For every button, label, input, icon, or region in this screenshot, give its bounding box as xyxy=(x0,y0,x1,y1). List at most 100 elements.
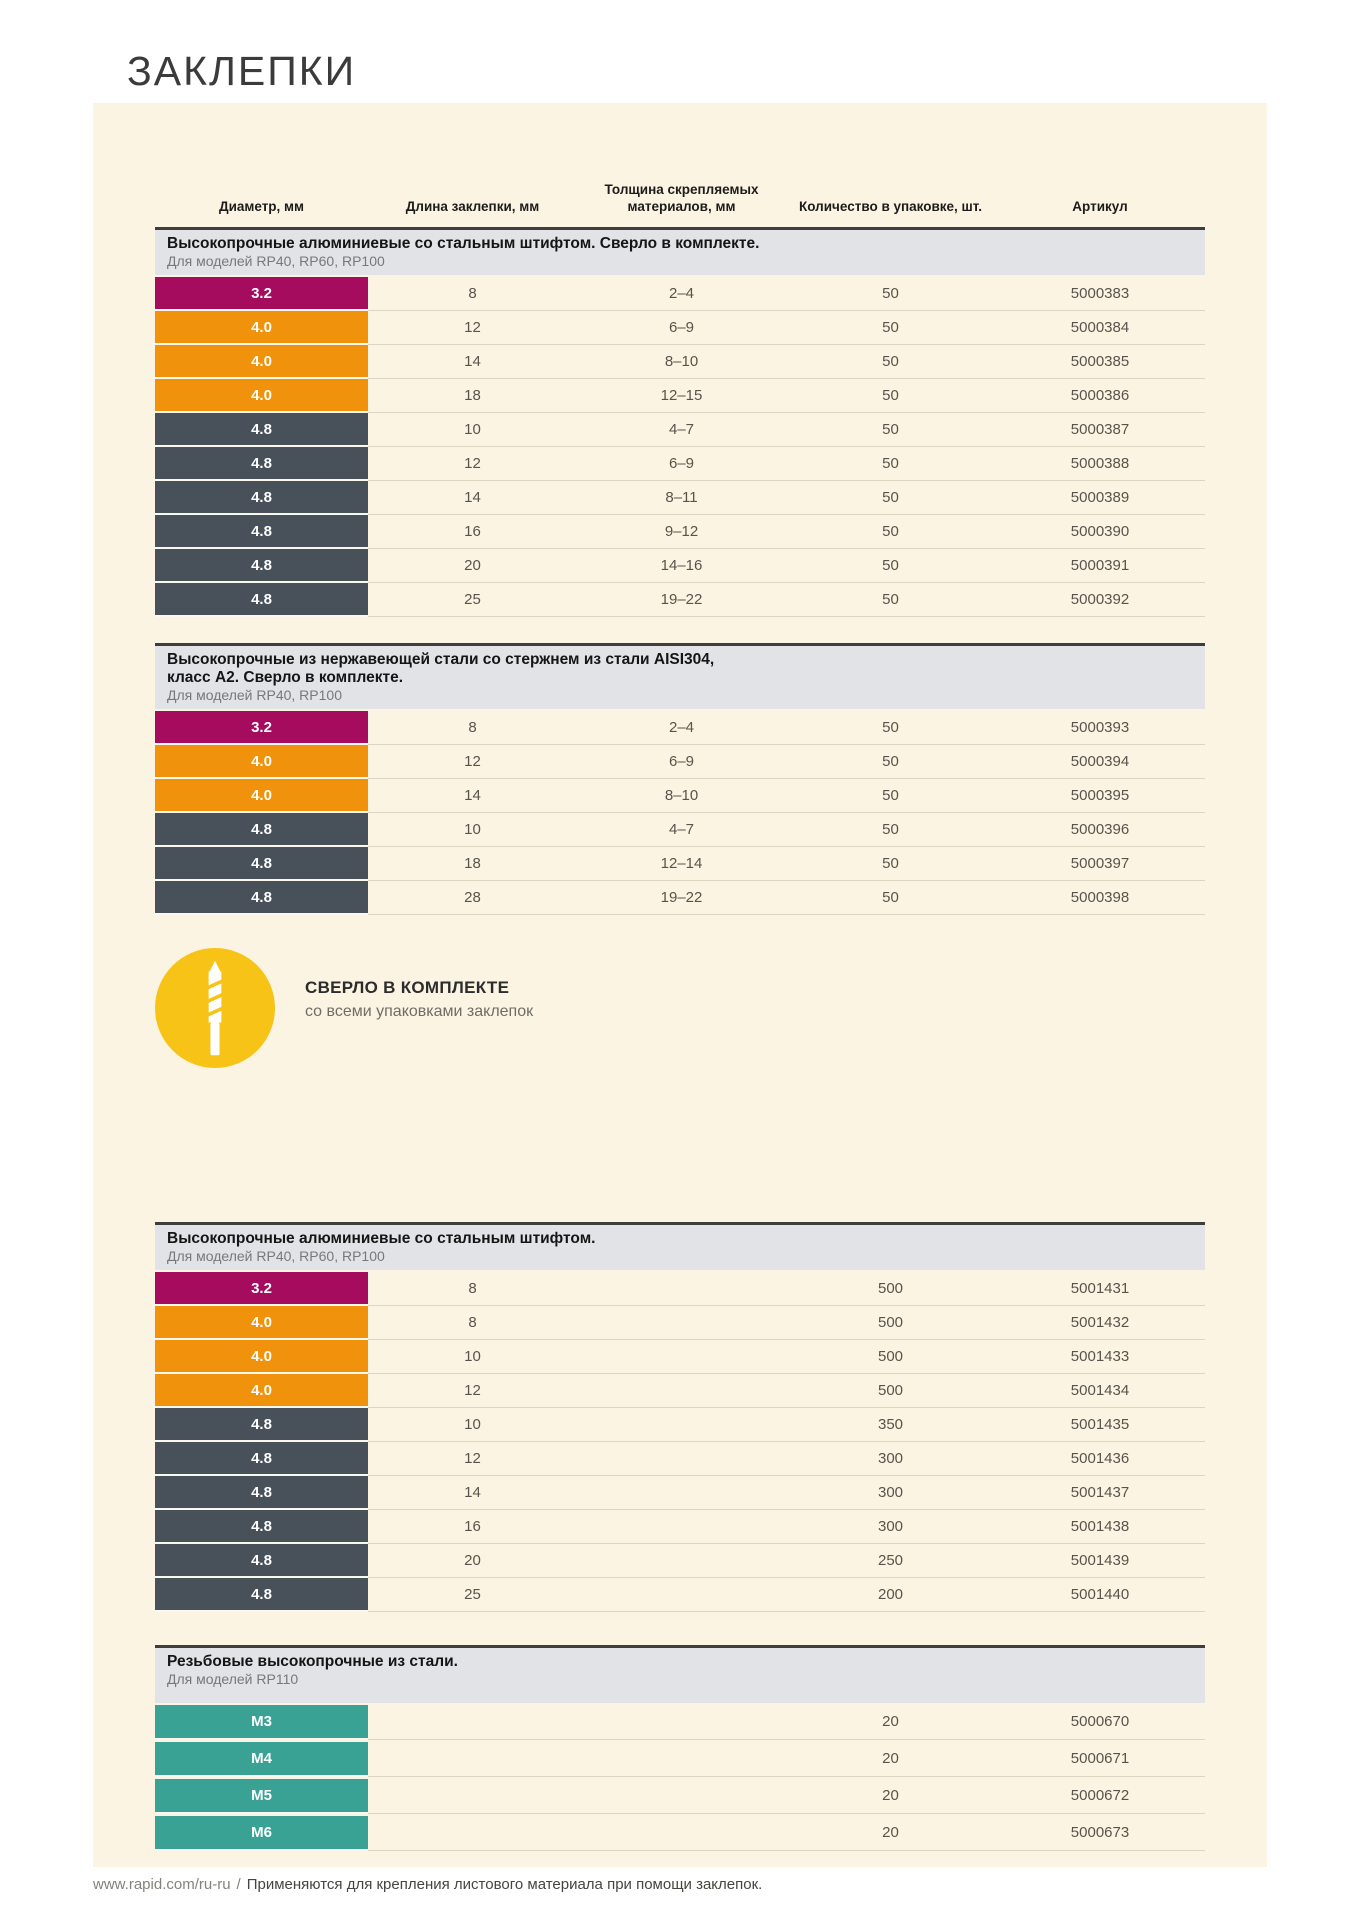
article-cell: 5000385 xyxy=(1070,352,1130,370)
length-cell: 16 xyxy=(464,1517,481,1535)
table-row: 4.8 25 200 5001440 xyxy=(155,1578,1205,1612)
article-cell: 5001433 xyxy=(1070,1347,1130,1365)
diameter-cell: 4.8 xyxy=(155,413,368,445)
length-cell: 12 xyxy=(464,318,481,336)
table-row: 4.0 12 6–9 50 5000394 xyxy=(155,745,1205,779)
length-cell: 20 xyxy=(464,556,481,574)
table-row: 3.2 8 2–4 50 5000393 xyxy=(155,711,1205,745)
thickness-cell: 6–9 xyxy=(668,454,695,472)
diameter-cell: 3.2 xyxy=(155,277,368,309)
qty-cell: 20 xyxy=(882,1713,899,1730)
table-row: 3.2 8 500 5001431 xyxy=(155,1272,1205,1306)
qty-cell: 50 xyxy=(882,454,899,472)
footer-note: Применяются для крепления листового мате… xyxy=(246,1876,763,1893)
diameter-cell: M6 xyxy=(155,1816,368,1849)
qty-cell: 200 xyxy=(877,1585,904,1603)
column-header-quantity: Количество в упаковке, шт. xyxy=(799,199,982,215)
article-cell: 5000394 xyxy=(1070,752,1130,770)
table-rows: 3.2 8 2–4 50 5000383 4.0 12 6–9 50 5000384 4.0 14 8–… xyxy=(155,277,1205,617)
article-cell: 5001439 xyxy=(1070,1551,1130,1569)
section-subtitle: Для моделей RP40, RP60, RP100 xyxy=(167,253,385,269)
article-cell: 5000673 xyxy=(1070,1824,1130,1841)
section-subtitle: Для моделей RP110 xyxy=(167,1671,299,1687)
article-cell: 5000390 xyxy=(1070,522,1130,540)
diameter-cell: 4.8 xyxy=(155,881,368,913)
diameter-cell: 4.0 xyxy=(155,1340,368,1372)
table-row: 4.8 20 250 5001439 xyxy=(155,1544,1205,1578)
table-row: 4.8 10 4–7 50 5000396 xyxy=(155,813,1205,847)
article-cell: 5000392 xyxy=(1070,590,1130,608)
diameter-cell: 4.8 xyxy=(155,813,368,845)
section-title: Резьбовые высокопрочные из стали. xyxy=(167,1653,458,1670)
diameter-cell: 4.8 xyxy=(155,515,368,547)
qty-cell: 350 xyxy=(877,1415,904,1433)
article-cell: 5001436 xyxy=(1070,1449,1130,1467)
diameter-cell: 4.0 xyxy=(155,311,368,343)
table-row: 4.0 12 6–9 50 5000384 xyxy=(155,311,1205,345)
qty-cell: 300 xyxy=(877,1449,904,1467)
thickness-cell: 8–11 xyxy=(665,488,698,506)
table-aluminium: Высокопрочные алюминиевые со стальным шт… xyxy=(155,1222,1205,1612)
table-row: 4.0 10 500 5001433 xyxy=(155,1340,1205,1374)
qty-cell: 50 xyxy=(882,420,899,438)
table-row: 4.0 8 500 5001432 xyxy=(155,1306,1205,1340)
length-cell: 20 xyxy=(464,1551,481,1569)
length-cell: 12 xyxy=(464,1449,481,1467)
diameter-cell: 3.2 xyxy=(155,1272,368,1304)
qty-cell: 50 xyxy=(882,854,899,872)
length-cell: 8 xyxy=(468,1279,477,1297)
length-cell: 12 xyxy=(464,454,481,472)
section-header: Высокопрочные из нержавеющей стали со ст… xyxy=(155,643,1205,709)
drill-bit-icon xyxy=(155,948,275,1068)
page-footer: www.rapid.com/ru-ru / Применяются для креп… xyxy=(93,1876,762,1893)
diameter-cell: 4.8 xyxy=(155,447,368,479)
article-cell: 5000391 xyxy=(1070,556,1130,574)
length-cell: 10 xyxy=(464,420,481,438)
article-cell: 5000387 xyxy=(1070,420,1130,438)
article-cell: 5000671 xyxy=(1070,1750,1130,1767)
diameter-cell: 3.2 xyxy=(155,711,368,743)
table-row: 4.8 14 300 5001437 xyxy=(155,1476,1205,1510)
diameter-cell: 4.0 xyxy=(155,379,368,411)
qty-cell: 50 xyxy=(882,386,899,404)
section-title: Высокопрочные из нержавеющей стали со ст… xyxy=(167,651,715,686)
length-cell: 25 xyxy=(464,590,481,608)
qty-cell: 50 xyxy=(882,590,899,608)
qty-cell: 50 xyxy=(882,786,899,804)
qty-cell: 50 xyxy=(882,284,899,302)
article-cell: 5000395 xyxy=(1070,786,1130,804)
table-row: 4.8 20 14–16 50 5000391 xyxy=(155,549,1205,583)
length-cell: 14 xyxy=(464,1483,481,1501)
qty-cell: 50 xyxy=(882,556,899,574)
table-row: 4.0 14 8–10 50 5000395 xyxy=(155,779,1205,813)
thickness-cell: 2–4 xyxy=(668,284,695,302)
length-cell: 18 xyxy=(464,386,481,404)
diameter-cell: 4.8 xyxy=(155,1442,368,1474)
table-rows: 3.2 8 500 5001431 4.0 8 500 5001432 4.0 10 500 5001… xyxy=(155,1272,1205,1612)
diameter-cell: 4.0 xyxy=(155,1306,368,1338)
diameter-cell: 4.8 xyxy=(155,1578,368,1610)
thickness-cell: 8–10 xyxy=(664,786,699,804)
article-cell: 5001431 xyxy=(1070,1279,1130,1297)
article-cell: 5000672 xyxy=(1070,1787,1130,1804)
length-cell: 28 xyxy=(464,888,481,906)
diameter-cell: 4.0 xyxy=(155,345,368,377)
table-row: 4.8 10 350 5001435 xyxy=(155,1408,1205,1442)
qty-cell: 20 xyxy=(882,1787,899,1804)
qty-cell: 500 xyxy=(877,1347,904,1365)
table-row: 3.2 8 2–4 50 5000383 xyxy=(155,277,1205,311)
qty-cell: 500 xyxy=(877,1279,904,1297)
diameter-cell: 4.8 xyxy=(155,847,368,879)
length-cell: 25 xyxy=(464,1585,481,1603)
footer-url[interactable]: www.rapid.com/ru-ru xyxy=(93,1876,231,1893)
length-cell: 8 xyxy=(468,718,477,736)
section-header: Высокопрочные алюминиевые со стальным шт… xyxy=(155,1222,1205,1270)
diameter-cell: 4.0 xyxy=(155,1374,368,1406)
table-row: 4.8 12 6–9 50 5000388 xyxy=(155,447,1205,481)
thickness-cell: 6–9 xyxy=(668,752,695,770)
table-row: 4.0 12 500 5001434 xyxy=(155,1374,1205,1408)
length-cell: 10 xyxy=(464,1347,481,1365)
footer-separator: / xyxy=(236,1876,241,1893)
table-row: M6 20 5000673 xyxy=(155,1816,1205,1851)
